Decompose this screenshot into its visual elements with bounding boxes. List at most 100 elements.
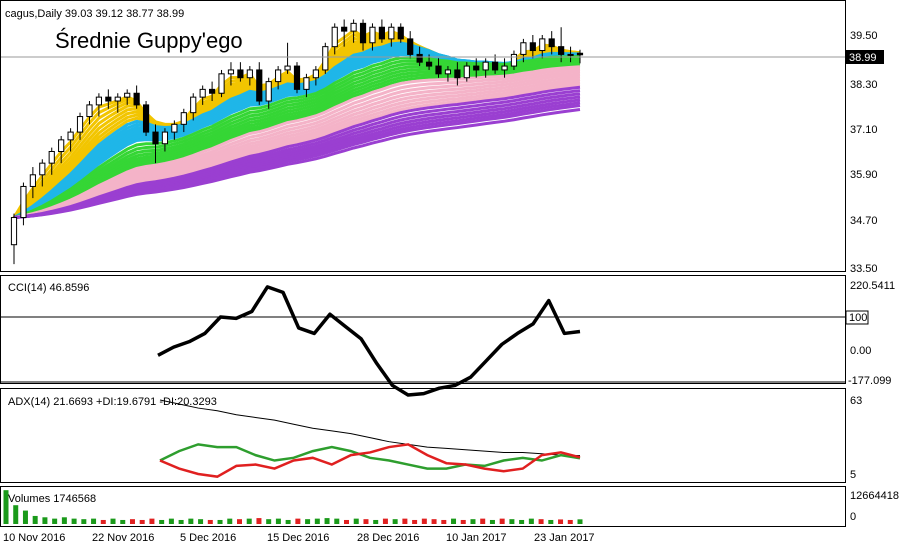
candle-body: [275, 69, 282, 83]
candle-body: [369, 26, 376, 44]
candle-body: [48, 151, 55, 164]
candle-body: [492, 61, 499, 71]
volume-bar: [431, 519, 437, 524]
cci-tick: 0.00: [850, 345, 871, 357]
volume-bar: [353, 518, 359, 524]
volume-bar: [139, 519, 145, 524]
candle-body: [416, 53, 423, 63]
candle-body: [95, 96, 102, 106]
volume-bar: [363, 519, 369, 524]
candle-body: [58, 139, 65, 153]
adx-label: ADX(14) 21.6693 +DI:19.6791 -DI:20.3293: [8, 396, 217, 408]
volume-bar: [227, 518, 233, 524]
candle-body: [10, 217, 18, 246]
chart-subtitle: Średnie Guppy'ego: [55, 28, 243, 53]
x-axis: 10 Nov 2016 22 Nov 2016 5 Dec 2016 15 De…: [3, 532, 595, 544]
price-tick: 35.90: [850, 169, 878, 181]
cci-tick: 100: [849, 312, 867, 324]
volume-bar: [256, 518, 262, 524]
adx-line: [159, 399, 581, 457]
guppy-ma-line: [13, 70, 581, 219]
volume-bars: [3, 490, 583, 524]
volume-bar: [188, 518, 194, 524]
volume-bar: [285, 519, 291, 524]
current-price-box: [846, 50, 884, 64]
candle-body: [237, 69, 244, 79]
price-y-axis: 39.50 38.30 37.10 35.90 34.70 33.50: [850, 30, 878, 275]
volume-bar: [236, 519, 242, 524]
volume-bar: [344, 519, 350, 524]
candle-body: [284, 65, 291, 71]
cci-tick: 220.5411: [850, 280, 895, 292]
candle-body: [67, 131, 74, 141]
candle-body: [567, 53, 574, 56]
current-price-label: 38.99: [849, 52, 877, 64]
candle-body: [473, 65, 480, 71]
candle-body: [105, 96, 112, 102]
price-tick: 39.50: [850, 30, 878, 42]
candle-body: [529, 42, 536, 52]
candle-body: [293, 65, 301, 90]
volume-bar: [295, 518, 301, 524]
candle-body: [510, 53, 518, 67]
candle-body: [161, 131, 169, 145]
adx-tick: 63: [850, 395, 862, 407]
candle-body: [20, 185, 27, 219]
candle-body: [180, 112, 187, 125]
symbol-header: cagus,Daily 39.03 39.12 38.77 38.99: [5, 8, 184, 20]
minus-di-line: [159, 443, 581, 478]
volume-bar: [91, 518, 97, 524]
x-tick: 22 Nov 2016: [92, 532, 154, 544]
volume-panel-frame: [0, 486, 846, 527]
candle-body: [256, 69, 263, 102]
adx-tick: 5: [850, 469, 856, 481]
volume-bar: [441, 519, 447, 524]
candle-body: [265, 81, 272, 102]
candle-body: [29, 174, 36, 187]
candle-body: [359, 22, 367, 44]
candle-body: [86, 104, 93, 118]
x-tick: 10 Nov 2016: [3, 532, 65, 544]
candle-body: [482, 61, 489, 71]
candle-body: [39, 162, 46, 176]
volume-bar: [480, 518, 486, 524]
candle-body: [388, 26, 395, 40]
candle-body: [331, 26, 338, 48]
volume-bar: [412, 519, 418, 524]
volume-bar: [538, 519, 544, 524]
volume-bar: [246, 518, 252, 524]
volume-bar: [13, 505, 19, 524]
candle-body: [407, 38, 414, 55]
candle-body: [539, 38, 546, 52]
x-tick: 5 Dec 2016: [180, 532, 236, 544]
cci-tick: -177.099: [848, 375, 891, 387]
x-tick: 23 Jan 2017: [534, 532, 595, 544]
plus-di-line: [159, 443, 581, 470]
volume-bar: [81, 519, 87, 524]
guppy-ma-line: [13, 67, 581, 219]
candle-body: [142, 104, 150, 133]
volume-label: Volumes 1746568: [8, 493, 96, 505]
price-tick: 37.10: [850, 124, 878, 136]
candle-body: [209, 88, 216, 94]
candlesticks: [10, 19, 584, 265]
volume-bar: [324, 518, 330, 524]
volume-bar: [42, 517, 48, 524]
volume-bar: [373, 519, 379, 524]
candle-body: [322, 46, 329, 71]
candle-body: [199, 88, 206, 98]
candle-body: [425, 61, 433, 67]
volume-bar: [129, 519, 135, 524]
volume-bar: [499, 518, 505, 524]
candle-body: [558, 46, 565, 55]
volume-bar: [61, 517, 67, 524]
price-tick: 33.50: [850, 263, 878, 275]
candle-body: [520, 42, 527, 55]
volume-bar: [558, 519, 564, 524]
volume-bar: [577, 519, 583, 524]
candle-body: [246, 69, 253, 79]
volume-bar: [402, 518, 408, 524]
price-panel-frame: [0, 0, 846, 272]
candle-body: [397, 26, 404, 40]
